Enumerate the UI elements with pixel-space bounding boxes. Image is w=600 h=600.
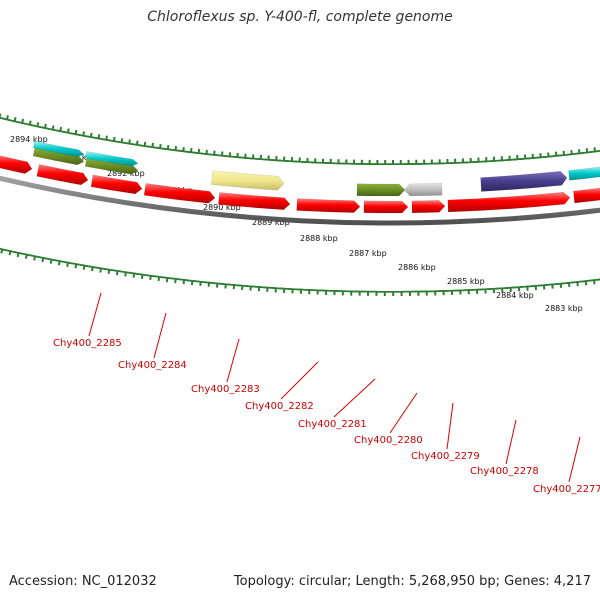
- gene-arrow-red: [218, 192, 291, 210]
- kbp-label: 2883 kbp: [545, 304, 583, 313]
- backbone-arc: [0, 175, 600, 226]
- gene-label: Chy400_2280: [354, 435, 423, 446]
- leader-line: [505, 419, 517, 465]
- gene-arrow-purple: [480, 171, 568, 192]
- leader-line: [446, 402, 454, 450]
- gene-arrow-red: [296, 198, 361, 213]
- leader-line: [568, 436, 581, 483]
- gene-arrow-olive: [356, 183, 406, 197]
- kbp-label: 2890 kbp: [203, 203, 241, 212]
- feature-track: [0, 140, 600, 214]
- kbp-label: 2892 kbp: [107, 169, 145, 178]
- accession-text: Accession: NC_012032: [9, 574, 157, 589]
- gene-arrow-red: [447, 191, 571, 213]
- gene-label: Chy400_2285: [53, 338, 122, 349]
- kbp-label: 2888 kbp: [300, 234, 338, 243]
- gene-label: Chy400_2284: [118, 360, 187, 371]
- leader-line: [226, 338, 240, 383]
- inner-ruler: [0, 113, 600, 166]
- gene-arrow-cyan: [568, 166, 600, 181]
- gene-label: Chy400_2283: [191, 384, 260, 395]
- genome-stats-text: Topology: circular; Length: 5,268,950 bp…: [233, 574, 591, 589]
- kbp-label: 2884 kbp: [496, 291, 534, 300]
- gene-arrow-red: [90, 174, 143, 195]
- gene-labels: Chy400_2285 Chy400_2284 Chy400_2283 Chy400_…: [53, 338, 600, 495]
- gene-arrow-red: [573, 187, 600, 204]
- gene-arrow-cyan: [85, 151, 139, 167]
- gene-arrow-khaki: [211, 170, 285, 191]
- gene-arrow-red: [36, 164, 89, 186]
- leader-line: [333, 378, 376, 418]
- kbp-label: 2889 kbp: [252, 218, 290, 227]
- gene-arrow-gray: [403, 182, 443, 197]
- gene-arrow-red: [143, 183, 216, 204]
- leader-line: [389, 392, 418, 434]
- kbp-label: 2887 kbp: [349, 249, 387, 258]
- kbp-label: 2894 kbp: [10, 135, 48, 144]
- gene-arrow-red: [0, 155, 33, 174]
- leader-line: [153, 312, 167, 359]
- gene-label: Chy400_2282: [245, 401, 314, 412]
- gene-arrow-red: [411, 200, 446, 214]
- gene-arrow-cyan: [33, 140, 85, 158]
- kbp-label: 2885 kbp: [447, 277, 485, 286]
- gene-label: Chy400_2281: [298, 419, 367, 430]
- gene-arrow-red: [363, 200, 409, 214]
- kbp-label: 2886 kbp: [398, 263, 436, 272]
- genome-backbone: [0, 175, 600, 226]
- gene-label: Chy400_2277: [533, 484, 600, 495]
- leader-line: [280, 361, 319, 400]
- map-title: Chloroflexus sp. Y-400-fl, complete geno…: [147, 9, 453, 25]
- leader-lines: [88, 292, 581, 483]
- gene-label: Chy400_2279: [411, 451, 480, 462]
- gene-label: Chy400_2278: [470, 466, 539, 477]
- leader-line: [88, 292, 102, 337]
